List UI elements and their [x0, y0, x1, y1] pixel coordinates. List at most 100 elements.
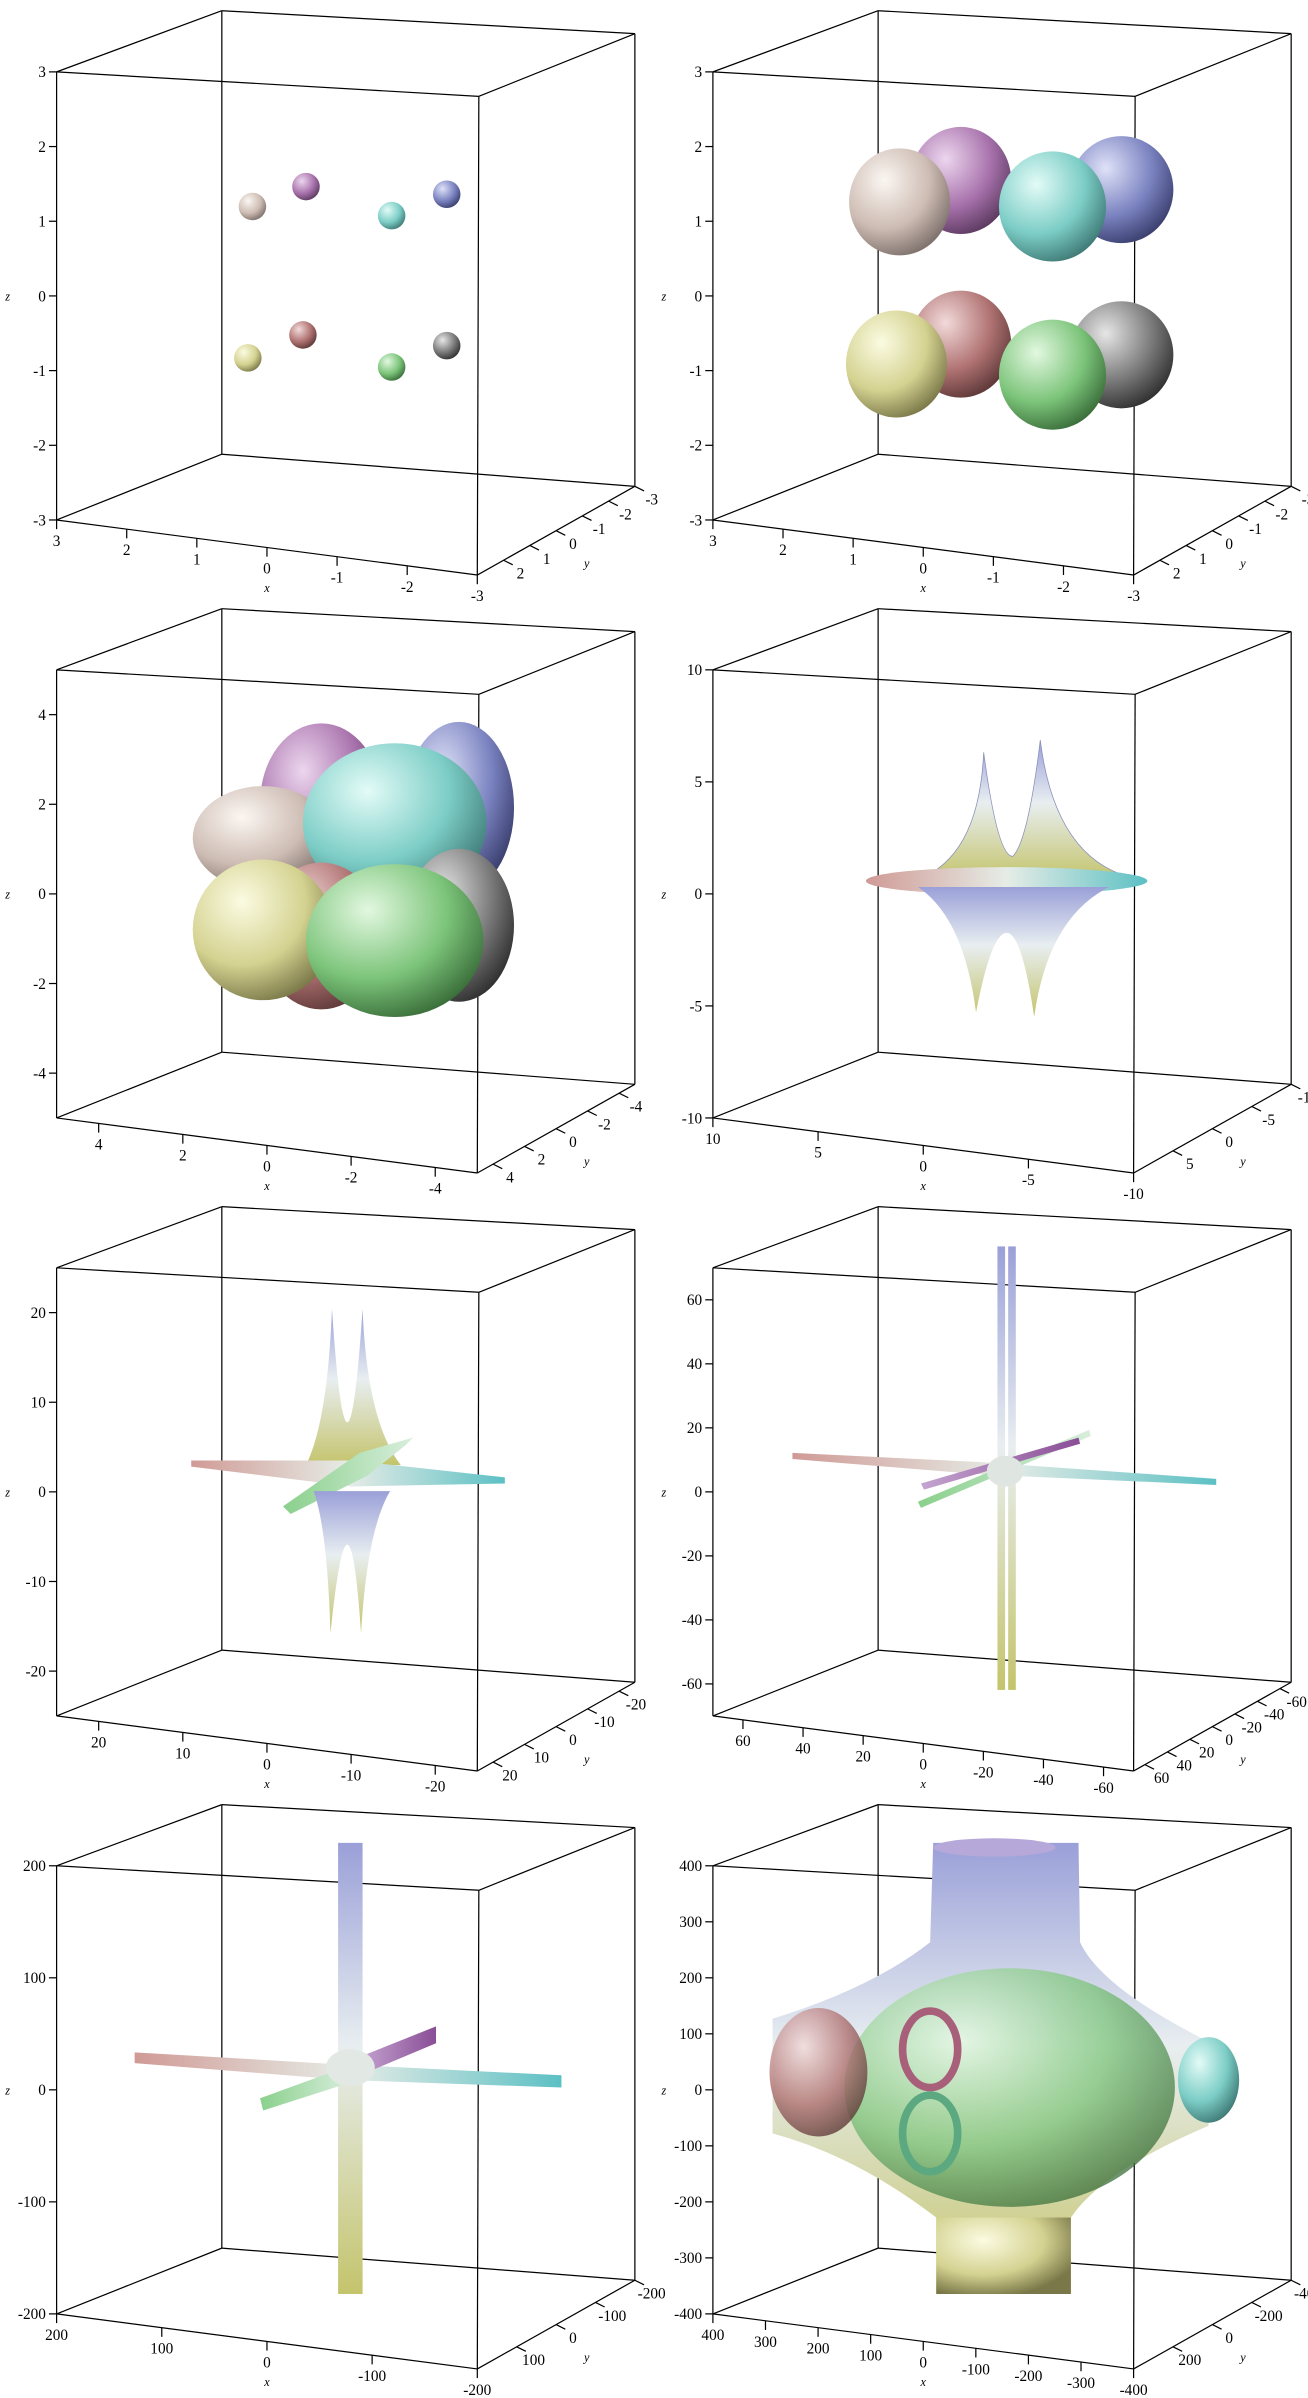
z-tick-label: -3: [689, 512, 702, 529]
y-tick: [1257, 1700, 1267, 1707]
x-tick-label: -3: [1127, 588, 1140, 605]
x-tick-label: 0: [919, 1158, 927, 1175]
surface: [359, 2026, 436, 2073]
y-tick: [555, 1128, 566, 1134]
y-tick-label: 2: [538, 1152, 546, 1169]
y-tick: [1290, 1083, 1301, 1090]
y-tick-label: 5: [1186, 1156, 1194, 1173]
box-edge: [56, 1865, 479, 1891]
y-axis-label: y: [1238, 2350, 1246, 2364]
z-tick-label: -1: [33, 363, 46, 380]
y-tick-label: 10: [534, 1750, 550, 1767]
surface: [1177, 2037, 1240, 2123]
x-tick-label: -100: [962, 2361, 990, 2378]
z-tick-label: 0: [38, 2082, 46, 2099]
x-tick-label: 2: [123, 542, 131, 559]
z-tick-label: 0: [38, 288, 46, 305]
y-tick-label: 20: [1199, 1745, 1215, 1762]
y-tick-label: -5: [1262, 1112, 1275, 1129]
y-tick-label: -20: [1242, 1719, 1263, 1736]
box-edge: [712, 669, 1136, 695]
y-tick-label: -10: [594, 1714, 615, 1731]
z-tick-label: -200: [674, 2194, 702, 2211]
box-edge: [712, 453, 879, 521]
z-tick-label: -60: [682, 1676, 703, 1693]
box-edge: [1134, 1826, 1292, 1891]
x-tick-label: 5: [814, 1145, 822, 1162]
x-axis-label: x: [263, 1179, 270, 1193]
box-edge: [476, 96, 480, 576]
x-tick-label: 0: [263, 561, 271, 578]
y-tick-label: -200: [1255, 2308, 1283, 2325]
surface: [898, 2091, 962, 2176]
y-tick: [1172, 2346, 1183, 2352]
y-tick-label: -4: [630, 1099, 643, 1116]
y-tick-label: 20: [502, 1767, 518, 1784]
box-edge: [878, 1649, 1292, 1683]
box-edge: [56, 1051, 223, 1119]
x-tick-label: 0: [919, 561, 927, 578]
box-edge: [712, 1804, 879, 1867]
x-tick-label: -40: [1033, 1772, 1054, 1789]
z-axis-label: z: [4, 1485, 10, 1499]
y-tick-label: 200: [1178, 2352, 1201, 2369]
x-tick-label: -10: [1123, 1186, 1144, 1203]
x-tick-label: 200: [807, 2341, 830, 2358]
z-tick-label: 10: [687, 662, 703, 679]
box-edge: [712, 1206, 879, 1269]
y-tick-label: 100: [522, 2352, 545, 2369]
x-tick-label: -400: [1120, 2382, 1148, 2398]
x-tick-label: -2: [401, 579, 414, 596]
z-tick-label: -300: [674, 2250, 702, 2267]
x-tick-label: 4: [95, 1136, 103, 1153]
y-tick: [618, 1092, 629, 1099]
x-tick-label: 0: [263, 1756, 271, 1773]
y-tick-label: 2: [517, 566, 525, 583]
y-tick: [1212, 2324, 1222, 2330]
y-tick: [1159, 559, 1170, 566]
surface: [917, 887, 1110, 1018]
z-tick-label: 200: [679, 1970, 702, 1987]
box-edge: [712, 1267, 1136, 1293]
box-edge: [478, 1826, 636, 1891]
y-tick-label: 0: [1225, 1134, 1233, 1151]
y-tick: [1290, 2279, 1301, 2286]
y-tick: [1172, 1150, 1183, 1156]
surface: [305, 1309, 401, 1466]
z-tick-label: 1: [695, 214, 703, 231]
y-tick: [1290, 485, 1301, 492]
z-tick-label: -100: [18, 2194, 46, 2211]
box-edge: [56, 71, 479, 97]
z-tick-label: 20: [31, 1305, 47, 1322]
box-edge: [878, 10, 1292, 35]
z-tick-label: -100: [674, 2138, 702, 2155]
box-edge: [476, 1890, 480, 2369]
box-edge: [712, 2247, 879, 2315]
box-edge: [878, 453, 1292, 487]
x-tick-label: -3: [471, 588, 484, 605]
y-tick: [555, 1726, 566, 1732]
box-edge: [221, 608, 635, 633]
surface: [305, 864, 484, 1018]
surface: [917, 740, 1140, 880]
surface: [432, 180, 461, 208]
x-tick-label: -2: [345, 1169, 358, 1186]
x-tick-label: 10: [175, 1745, 191, 1762]
y-tick-label: 0: [569, 536, 577, 553]
y-tick: [595, 2301, 605, 2308]
z-tick-label: 3: [695, 64, 703, 81]
y-tick-label: -1: [593, 521, 606, 538]
y-tick: [1212, 1128, 1222, 1134]
y-tick: [1167, 1751, 1177, 1758]
x-tick-label: -1: [331, 570, 344, 587]
box-edge: [56, 10, 223, 73]
x-axis-label: x: [263, 2375, 270, 2389]
box-edge: [1132, 1292, 1136, 1771]
x-tick-label: -200: [1014, 2368, 1042, 2385]
y-tick-label: -3: [1302, 492, 1308, 509]
z-tick-label: 10: [31, 1395, 47, 1412]
z-tick-label: 0: [695, 1484, 703, 1501]
surface: [769, 2008, 868, 2137]
y-tick-label: -20: [626, 1696, 647, 1713]
